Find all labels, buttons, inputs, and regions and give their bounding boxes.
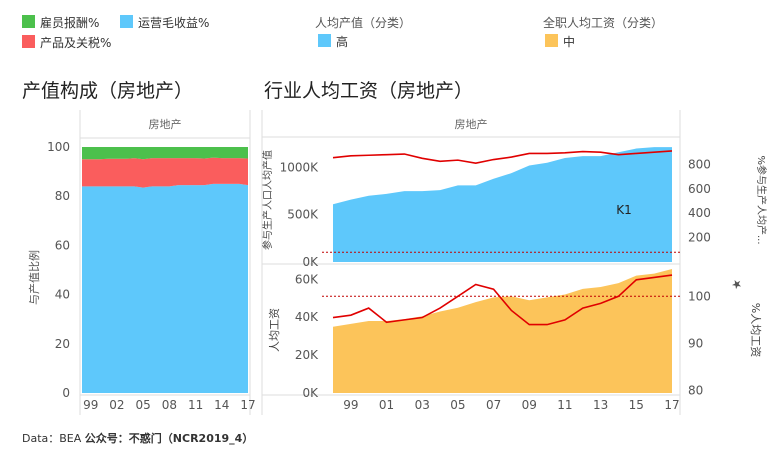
left-chart-title: 产值构成（房地产） (22, 80, 194, 102)
y-tick-label: 0 (62, 386, 70, 400)
composition-chart: 房地产 0 20 40 60 80 100 与产值比例 99 02 05 08 11 14 17 (27, 110, 256, 415)
y2-tick-label: 400 (688, 206, 711, 220)
y-axis-label: 与产值比例 (27, 250, 41, 305)
y2-axis-label: %人均工资 (749, 303, 762, 357)
x-tick-label: 14 (214, 398, 229, 412)
y-tick-label: 500K (287, 208, 319, 222)
y-axis-label: 人均工资 (268, 308, 281, 352)
x-tick-label: 02 (109, 398, 124, 412)
wage-chart: 0K 20K 40K 60K 80 90 100 人均工资 %人均工资★ 99 01 03 05 07 09… (262, 268, 762, 412)
x-tick-label: 08 (162, 398, 177, 412)
y-tick-label: 60 (55, 238, 70, 252)
x-tick-label: 05 (136, 398, 151, 412)
area-compensation (82, 147, 248, 160)
area-taxes (82, 157, 248, 188)
y-axis-label: 参与生产人口人均产值 (261, 150, 274, 250)
x-tick-label: 01 (379, 398, 394, 412)
area-wage (333, 268, 672, 393)
right-chart-title: 行业人均工资（房地产） (264, 80, 474, 102)
facet-label: 房地产 (455, 117, 488, 131)
x-tick-label: 15 (629, 398, 644, 412)
y-tick-label: 80 (55, 189, 70, 203)
y2-tick-label: 100 (688, 289, 711, 303)
legend-swatch-taxes (22, 35, 35, 48)
x-tick-label: 13 (593, 398, 608, 412)
y-tick-label: 20K (295, 348, 319, 362)
legend-swatch-compensation (22, 15, 35, 28)
annotation-k1: K1 (616, 203, 632, 217)
x-tick-label: 11 (188, 398, 203, 412)
y-tick-label: 0K (302, 255, 319, 269)
legend-swatch-medium (545, 34, 558, 47)
footer: Data：BEA 公众号：不惑门（NCR2019_4） (22, 430, 253, 446)
x-tick-label: 05 (450, 398, 465, 412)
legend-label-operating-surplus: 运营毛收益% (138, 16, 210, 30)
y-tick-label: 20 (55, 337, 70, 351)
legend-label-medium: 中 (563, 35, 576, 49)
credit: 公众号：不惑门（NCR2019_4） (84, 432, 254, 445)
legend-label-high: 高 (336, 35, 349, 49)
legend-swatch-operating-surplus (120, 15, 133, 28)
area-output-per-capita (333, 147, 672, 262)
x-tick-label: 03 (415, 398, 430, 412)
y2-axis-label: %参与生产人均产... (755, 155, 768, 244)
y2-tick-label: 90 (688, 336, 703, 350)
x-tick-label: 17 (240, 398, 255, 412)
legend-title-output-per-capita: 人均产值（分类） (315, 16, 412, 30)
x-tick-label: 17 (664, 398, 679, 412)
y-tick-label: 1000K (280, 160, 320, 174)
wage-ratio-line (332, 274, 673, 326)
y-tick-label: 40 (55, 288, 70, 302)
legend-label-compensation: 雇员报酬% (40, 16, 100, 30)
y-tick-label: 40K (295, 310, 319, 324)
data-source: Data：BEA (22, 432, 82, 445)
y-tick-label: 0K (302, 386, 319, 400)
legend-swatch-high (318, 34, 331, 47)
pin-icon: ★ (728, 275, 746, 293)
y2-tick-label: 200 (688, 231, 711, 245)
ratio-line (332, 150, 673, 164)
y-tick-label: 100 (47, 140, 70, 154)
y2-tick-label: 800 (688, 157, 711, 171)
x-tick-label: 99 (343, 398, 358, 412)
y2-tick-label: 600 (688, 182, 711, 196)
area-operating-surplus (82, 183, 248, 393)
x-tick-label: 11 (557, 398, 572, 412)
x-tick-label: 07 (486, 398, 501, 412)
x-tick-label: 99 (83, 398, 98, 412)
legend-title-wage-class: 全职人均工资（分类） (543, 16, 664, 30)
y2-tick-label: 80 (688, 384, 703, 398)
x-tick-label: 09 (522, 398, 537, 412)
legend-label-taxes: 产品及关税% (40, 36, 112, 50)
y-tick-label: 60K (295, 272, 319, 286)
facet-label: 房地产 (149, 117, 182, 131)
